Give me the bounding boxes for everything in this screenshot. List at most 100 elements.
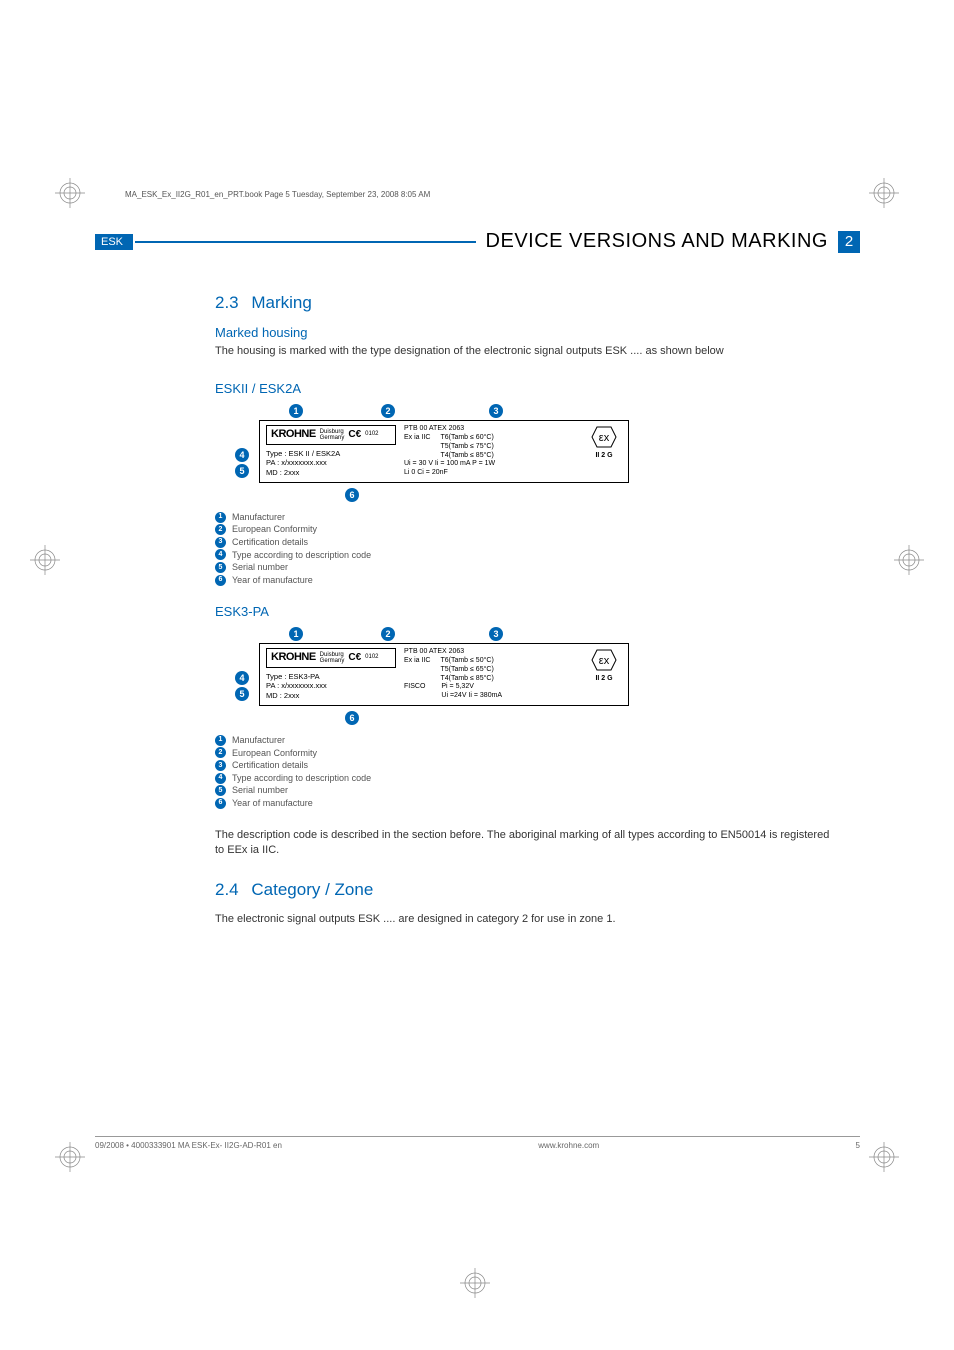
legend-text: Serial number (232, 561, 288, 574)
legend-num: 3 (215, 760, 226, 771)
doc-tag: ESK (95, 234, 133, 250)
ce-mark: C€ (348, 429, 361, 441)
reg-mark-tr (869, 178, 899, 208)
logo: KROHNE (271, 428, 316, 441)
legend-text: Certification details (232, 536, 308, 549)
elec-2: Ui =24V Ii = 380mA (441, 692, 502, 701)
reg-mark-ml (30, 545, 60, 575)
category-text: The electronic signal outputs ESK .... a… (215, 912, 840, 927)
figure2: 1 2 3 4 5 KROHNE Duisburg Germany C€ (215, 627, 840, 726)
callout-2: 2 (381, 627, 395, 641)
legend-num: 4 (215, 549, 226, 560)
t4: T4(Tamb ≤ 85°C) (440, 452, 493, 461)
nameplate-1: KROHNE Duisburg Germany C€ 0102 Type : E… (259, 420, 629, 483)
legend-num: 3 (215, 537, 226, 548)
category-body: The electronic signal outputs ESK .... a… (215, 912, 840, 927)
legend-num: 4 (215, 773, 226, 784)
legend-text: Year of manufacture (232, 797, 313, 810)
reg-mark-bl (55, 1142, 85, 1172)
ce-num: 0102 (365, 654, 378, 661)
ex-class: Ex ia IIC (404, 657, 430, 683)
section-number: 2.3 (215, 293, 239, 312)
legend-text: Manufacturer (232, 511, 285, 524)
svg-text:εx: εx (599, 432, 610, 444)
figure1-heading: ESKII / ESK2A (215, 381, 840, 396)
ex-group: II 2 G (586, 452, 622, 460)
legend-text: Certification details (232, 759, 308, 772)
page-title: DEVICE VERSIONS AND MARKING (486, 230, 828, 253)
section-heading-marking: 2.3 Marking (215, 293, 860, 313)
callout-6: 6 (345, 711, 359, 725)
section-title: Category / Zone (251, 880, 373, 899)
md-line: MD : 2xxx (266, 691, 396, 701)
legend-2: 1 Manufacturer 2 European Conformity 3 Cert… (215, 734, 840, 810)
legend-1: 1 Manufacturer 2 European Conformity 3 Cert… (215, 511, 840, 587)
print-header: MA_ESK_Ex_II2G_R01_en_PRT.book Page 5 Tu… (125, 190, 430, 199)
legend-num: 1 (215, 512, 226, 523)
intro-text: The housing is marked with the type desi… (215, 344, 840, 359)
section-body: Marked housing The housing is marked wit… (215, 325, 840, 858)
reg-mark-bc (460, 1268, 490, 1298)
t6: T6(Tamb ≤ 60°C) (440, 434, 493, 443)
legend-text: European Conformity (232, 523, 317, 536)
legend-num: 5 (215, 562, 226, 573)
callout-3: 3 (489, 404, 503, 418)
type-line: Type : ESK3-PA (266, 672, 396, 682)
title-bar: ESK DEVICE VERSIONS AND MARKING 2 (95, 230, 860, 253)
reg-mark-mr (894, 545, 924, 575)
callout-6: 6 (345, 488, 359, 502)
ex-group: II 2 G (586, 675, 622, 683)
t5: T5(Tamb ≤ 75°C) (440, 443, 493, 452)
t4: T4(Tamb ≤ 85°C) (440, 675, 493, 684)
ex-hexagon-icon: εx (590, 648, 618, 672)
footer-left: 09/2008 • 4000333901 MA ESK-Ex- II2G-AD-… (95, 1141, 282, 1150)
callout-1: 1 (289, 627, 303, 641)
section-heading-category: 2.4 Category / Zone (215, 880, 860, 900)
ce-num: 0102 (365, 431, 378, 438)
legend-text: European Conformity (232, 747, 317, 760)
callout-5: 5 (235, 687, 249, 701)
pa-line: PA : x/xxxxxxx.xxx (266, 681, 396, 691)
md-line: MD : 2xxx (266, 468, 396, 478)
ex-class: Ex ia IIC (404, 434, 430, 460)
legend-num: 2 (215, 747, 226, 758)
callout-3: 3 (489, 627, 503, 641)
legend-num: 1 (215, 735, 226, 746)
legend-text: Serial number (232, 784, 288, 797)
t5: T5(Tamb ≤ 65°C) (440, 666, 493, 675)
closing-text: The description code is described in the… (215, 828, 840, 859)
nameplate-2: KROHNE Duisburg Germany C€ 0102 Type : E… (259, 643, 629, 706)
legend-text: Type according to description code (232, 549, 371, 562)
cert-ref: PTB 00 ATEX 2063 (404, 648, 578, 657)
t6: T6(Tamb ≤ 50°C) (440, 657, 493, 666)
elec-2: Li 0 Ci = 20nF (404, 469, 578, 478)
figure1: 1 2 3 4 5 KROHNE Duisburg Germany C€ (215, 404, 840, 503)
legend-num: 6 (215, 575, 226, 586)
legend-num: 2 (215, 524, 226, 535)
ex-hexagon-icon: εx (590, 425, 618, 449)
section-title: Marking (251, 293, 311, 312)
svg-text:εx: εx (599, 655, 610, 667)
callout-1: 1 (289, 404, 303, 418)
cert-ref: PTB 00 ATEX 2063 (404, 425, 578, 434)
elec-1: Pi = 5,32V (441, 683, 502, 692)
ce-mark: C€ (348, 652, 361, 664)
figure2-heading: ESK3-PA (215, 604, 840, 619)
title-rule (135, 241, 476, 243)
legend-num: 5 (215, 785, 226, 796)
callout-2: 2 (381, 404, 395, 418)
legend-text: Type according to description code (232, 772, 371, 785)
logo-country: Germany (320, 658, 345, 664)
logo: KROHNE (271, 651, 316, 664)
pa-line: PA : x/xxxxxxx.xxx (266, 458, 396, 468)
footer-center: www.krohne.com (282, 1141, 856, 1150)
legend-text: Manufacturer (232, 734, 285, 747)
chapter-number: 2 (838, 231, 860, 253)
elec-1: Ui = 30 V Ii = 100 mA P = 1W (404, 460, 578, 469)
reg-mark-tl (55, 178, 85, 208)
callout-4: 4 (235, 671, 249, 685)
callout-5: 5 (235, 464, 249, 478)
footer-page-number: 5 (856, 1141, 860, 1150)
sub-heading: Marked housing (215, 325, 840, 340)
type-line: Type : ESK II / ESK2A (266, 449, 396, 459)
